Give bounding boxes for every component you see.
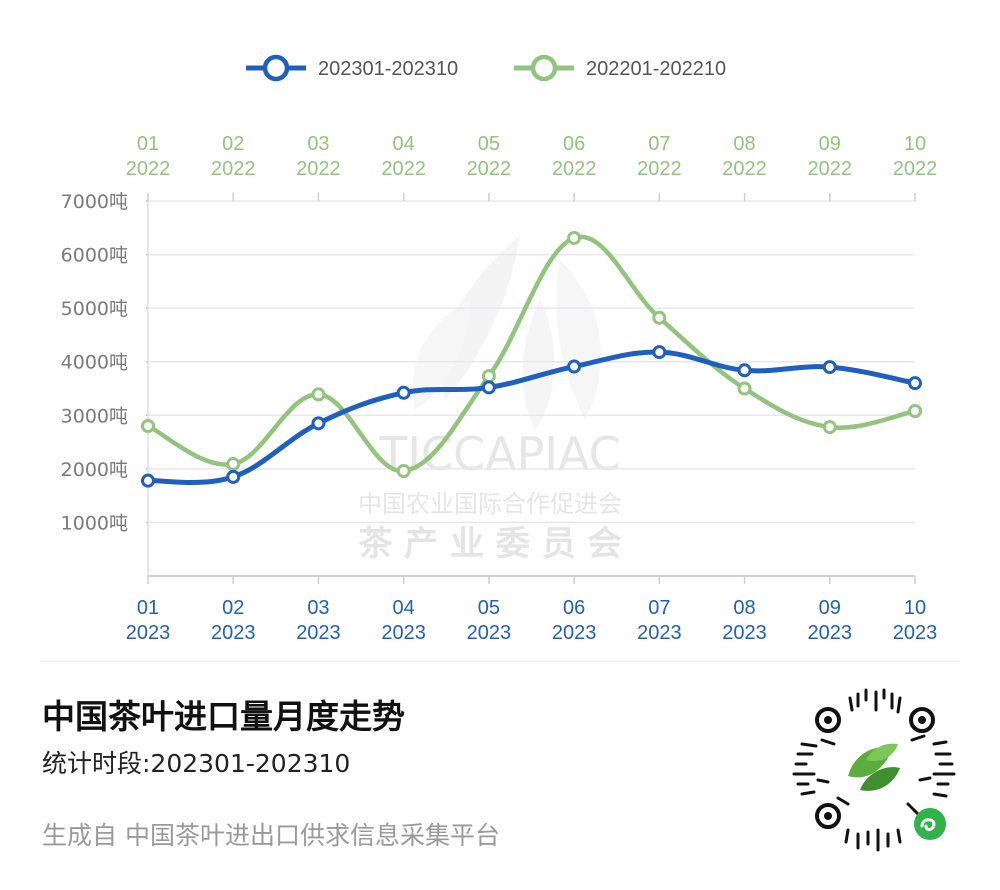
data-point-2022 <box>396 464 411 478</box>
x-bottom-tick-year: 2023 <box>552 622 597 644</box>
x-top-tick-year: 2022 <box>211 158 256 180</box>
legend-label-2023: 202301-202310 <box>318 58 458 80</box>
x-top-tick-month: 06 <box>563 133 585 155</box>
y-axis-ticks: 7000吨 6000吨 5000吨 4000吨 3000吨 2000吨 1000吨 <box>61 191 128 534</box>
x-top-tick-month: 09 <box>819 133 841 155</box>
legend[interactable]: 202301-202310 202201-202210 <box>246 54 726 82</box>
y-tick-label: 6000吨 <box>61 245 128 267</box>
y-tick-label: 2000吨 <box>61 459 128 481</box>
x-bottom-tick-month: 10 <box>904 597 926 619</box>
qr-code-icon[interactable] <box>788 684 960 856</box>
x-bottom-tick-month: 08 <box>733 597 755 619</box>
gridlines <box>146 200 915 577</box>
x-bottom-tick-month: 06 <box>563 597 585 619</box>
x-bottom-tick-year: 2023 <box>808 622 853 644</box>
y-tick-label: 7000吨 <box>61 191 128 213</box>
x-bottom-tick-month: 09 <box>819 597 841 619</box>
x-top-tick-month: 01 <box>137 133 159 155</box>
x-bottom-tick-year: 2023 <box>722 622 767 644</box>
series-layer <box>141 230 922 488</box>
data-point-2023 <box>481 380 496 395</box>
data-point-2022 <box>822 420 837 435</box>
x-top-tick-year: 2022 <box>126 158 171 180</box>
data-point-2022 <box>652 310 667 325</box>
watermark-org-line1: 中国农业国际合作促进会 <box>358 490 622 518</box>
mini-program-icon <box>914 808 946 840</box>
data-point-2023 <box>396 385 411 400</box>
data-point-2023 <box>567 359 582 374</box>
x-axis-bottom-ticks: 01 2023 02 2023 03 2023 04 2023 05 2023 06 2023 07 20… <box>126 576 938 644</box>
x-top-tick-year: 2022 <box>637 158 682 180</box>
x-top-tick-month: 04 <box>393 133 415 155</box>
series-line-2023 <box>145 349 918 485</box>
series-line-2022 <box>145 234 918 474</box>
x-top-tick-year: 2022 <box>722 158 767 180</box>
x-top-tick-month: 05 <box>478 133 500 155</box>
watermark-leaf-icon <box>412 235 601 430</box>
legend-item-2022[interactable]: 202201-202210 <box>514 54 726 82</box>
data-point-2022 <box>481 369 496 384</box>
data-point-2023 <box>141 473 155 488</box>
x-top-tick-year: 2022 <box>893 158 938 180</box>
data-point-2023 <box>737 363 752 378</box>
watermark: TICCAPIAC 中国农业国际合作促进会 茶 产 业 委 员 会 <box>358 235 622 564</box>
data-point-2022 <box>311 387 326 402</box>
y-tick-label: 5000吨 <box>61 298 128 320</box>
data-point-2023 <box>822 360 837 375</box>
footer-divider <box>40 661 960 662</box>
x-bottom-tick-year: 2023 <box>467 622 512 644</box>
x-bottom-tick-month: 04 <box>393 597 415 619</box>
data-point-2023 <box>908 376 922 391</box>
data-point-2023 <box>226 469 241 484</box>
y-tick-label: 4000吨 <box>61 352 128 374</box>
x-top-tick-year: 2022 <box>552 158 597 180</box>
chart-title: 中国茶叶进口量月度走势 <box>42 697 405 736</box>
x-bottom-tick-year: 2023 <box>637 622 682 644</box>
x-bottom-tick-month: 03 <box>307 597 329 619</box>
legend-label-2022: 202201-202210 <box>586 58 726 80</box>
tea-leaf-logo-icon <box>838 734 910 806</box>
data-point-2022 <box>141 419 155 433</box>
legend-marker-2023 <box>262 54 290 82</box>
x-bottom-tick-month: 07 <box>648 597 670 619</box>
x-bottom-tick-year: 2023 <box>296 622 341 644</box>
data-point-2022 <box>737 381 752 396</box>
x-top-tick-month: 07 <box>648 133 670 155</box>
watermark-org-line2: 茶 产 业 委 员 会 <box>358 524 621 564</box>
x-bottom-tick-month: 01 <box>137 597 159 619</box>
y-tick-label: 1000吨 <box>61 512 128 534</box>
x-top-tick-month: 02 <box>222 133 244 155</box>
x-bottom-tick-year: 2023 <box>211 622 256 644</box>
legend-item-2023[interactable]: 202301-202310 <box>246 54 458 82</box>
x-bottom-tick-year: 2023 <box>126 622 171 644</box>
data-point-2023 <box>311 416 326 431</box>
x-bottom-tick-year: 2023 <box>381 622 426 644</box>
x-bottom-tick-month: 05 <box>478 597 500 619</box>
x-top-tick-year: 2022 <box>296 158 341 180</box>
data-point-2022 <box>567 230 582 245</box>
x-top-tick-year: 2022 <box>808 158 853 180</box>
x-axis-top-ticks: 01 2022 02 2022 03 2022 04 2022 05 2022 06 2022 07 20… <box>126 133 938 201</box>
y-tick-label: 3000吨 <box>61 405 128 427</box>
x-bottom-tick-year: 2023 <box>893 622 938 644</box>
data-point-2022 <box>226 457 241 472</box>
watermark-brand: TICCAPIAC <box>378 427 620 481</box>
data-point-2022 <box>908 404 922 418</box>
data-source: 生成自 中国茶叶进出口供求信息采集平台 <box>42 821 500 850</box>
line-chart: TICCAPIAC 中国农业国际合作促进会 茶 产 业 委 员 会 202301… <box>61 54 938 644</box>
x-top-tick-month: 08 <box>733 133 755 155</box>
legend-marker-2022 <box>530 54 558 82</box>
x-top-tick-year: 2022 <box>467 158 512 180</box>
x-top-tick-month: 10 <box>904 133 926 155</box>
x-top-tick-month: 03 <box>307 133 329 155</box>
x-bottom-tick-month: 02 <box>222 597 244 619</box>
data-point-2023 <box>652 345 667 360</box>
statistics-period: 统计时段:202301-202310 <box>42 749 351 778</box>
x-top-tick-year: 2022 <box>381 158 426 180</box>
